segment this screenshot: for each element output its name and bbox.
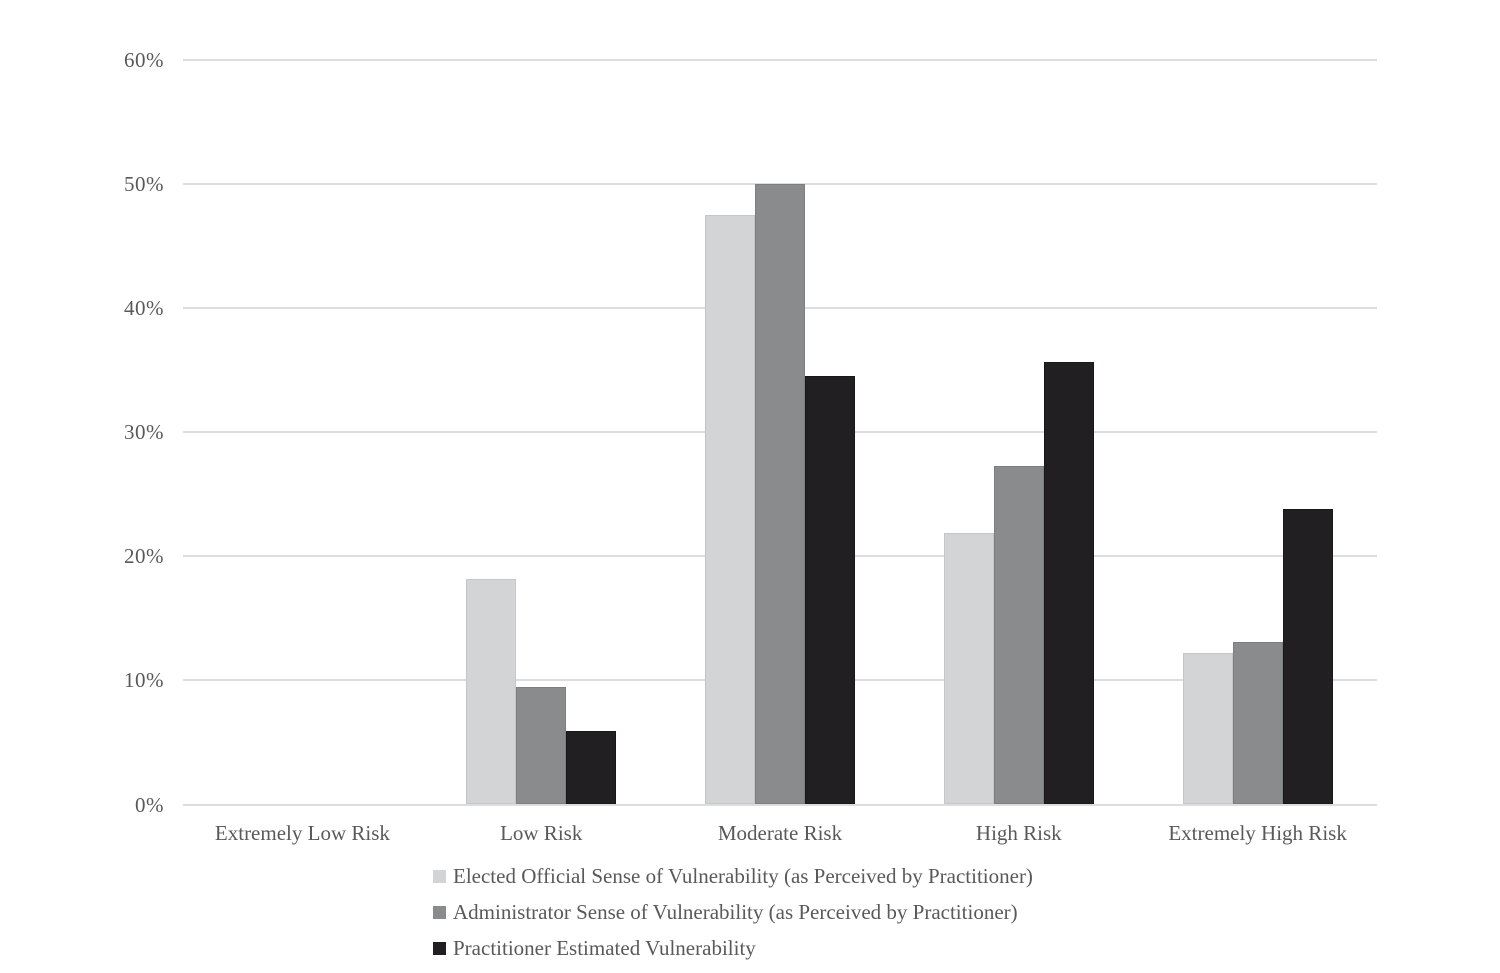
bar-series3-low-risk: [566, 731, 617, 805]
y-tick-label: 50%: [124, 172, 164, 197]
legend-swatch-icon: [433, 869, 446, 883]
gridline-60%: [183, 59, 1377, 61]
x-category-label-extremely-low-risk: Extremely Low Risk: [214, 821, 390, 845]
y-tick-label: 20%: [124, 544, 164, 569]
y-tick-label: 30%: [124, 420, 164, 445]
bar-series1-low-risk: [466, 578, 517, 805]
legend-swatch-icon: [433, 941, 446, 955]
y-tick-label: 40%: [124, 296, 164, 321]
legend-swatch-icon: [433, 905, 446, 919]
bar-series1-moderate-risk: [705, 215, 755, 805]
y-tick-label: 10%: [124, 668, 164, 693]
x-category-label-moderate-risk: Moderate Risk: [717, 821, 843, 845]
bar-series3-extremely-high-risk: [1282, 509, 1333, 805]
bar-series2-low-risk: [516, 686, 567, 805]
x-category-label-high-risk: High Risk: [975, 821, 1062, 845]
bar-series3-moderate-risk: [805, 376, 855, 805]
y-tick-label: 60%: [124, 48, 164, 72]
bar-series2-extremely-high-risk: [1232, 641, 1283, 805]
x-category-label-low-risk: Low Risk: [500, 821, 583, 845]
legend-label: Elected Official Sense of Vulnerability …: [453, 863, 1033, 888]
chart-legend: Elected Official Sense of Vulnerability …: [433, 858, 1033, 966]
bar-series1-high-risk: [943, 532, 994, 805]
legend-label: Practitioner Estimated Vulnerability: [453, 935, 756, 960]
bar-series1-extremely-high-risk: [1182, 653, 1233, 805]
bar-series3-high-risk: [1043, 361, 1094, 805]
gridline-0%: [183, 803, 1377, 806]
legend-entry-1: Elected Official Sense of Vulnerability …: [433, 858, 1033, 894]
legend-label: Administrator Sense of Vulnerability (as…: [453, 899, 1018, 924]
bar-series2-moderate-risk: [755, 184, 805, 805]
legend-entry-3: Practitioner Estimated Vulnerability: [433, 930, 1033, 966]
legend-entry-2: Administrator Sense of Vulnerability (as…: [433, 894, 1033, 930]
bar-series2-high-risk: [993, 465, 1044, 805]
y-tick-label: 0%: [135, 792, 164, 817]
x-category-label-extremely-high-risk: Extremely High Risk: [1168, 821, 1347, 845]
